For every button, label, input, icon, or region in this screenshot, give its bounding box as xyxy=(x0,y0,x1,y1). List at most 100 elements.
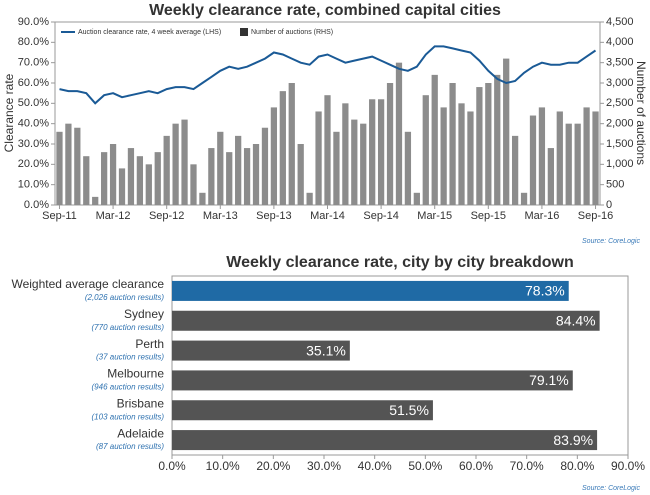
x-tick-label: Mar-13 xyxy=(203,210,238,222)
value-label: 79.1% xyxy=(529,372,569,388)
y2-tick-label: 1,500 xyxy=(606,138,634,150)
auction-bar xyxy=(547,148,554,205)
auction-bar xyxy=(520,192,528,205)
y-tick-label: 70.0% xyxy=(18,57,49,69)
auction-bar xyxy=(92,196,99,205)
category-sublabel: (87 auction results) xyxy=(96,442,164,451)
auction-bar xyxy=(136,156,144,205)
x-tick-label: Sep-12 xyxy=(149,210,184,222)
auction-bar xyxy=(172,123,179,205)
auction-bar xyxy=(252,144,260,205)
x-tick-label: 40.0% xyxy=(358,459,392,473)
bar xyxy=(172,280,569,301)
auction-bar xyxy=(324,95,331,205)
auction-bar xyxy=(592,111,599,205)
y2-tick-label: 3,000 xyxy=(606,77,634,89)
value-label: 83.9% xyxy=(553,432,593,448)
y-tick-label: 0.0% xyxy=(24,199,49,211)
chart-title: Weekly clearance rate, city by city brea… xyxy=(226,254,573,271)
x-tick-label: 0.0% xyxy=(158,459,186,473)
x-tick-label: Mar-15 xyxy=(417,210,452,222)
auction-bar xyxy=(127,148,135,205)
category-label: Adelaide xyxy=(117,426,164,440)
y-tick-label: 30.0% xyxy=(18,138,49,150)
auction-bar xyxy=(261,127,269,205)
category-sublabel: (37 auction results) xyxy=(96,353,164,362)
category-label: Sydney xyxy=(124,307,164,321)
source: Source: CoreLogic xyxy=(582,238,640,245)
auction-bar xyxy=(413,192,420,205)
auction-bar xyxy=(56,131,63,205)
y-tick-label: 20.0% xyxy=(18,158,49,170)
auction-bar xyxy=(565,123,572,205)
auction-bar xyxy=(503,58,510,205)
legend-label: Auction clearance rate, 4 week average (… xyxy=(78,29,221,36)
auction-bar xyxy=(431,74,438,205)
auction-bar xyxy=(351,119,358,205)
y-tick-label: 80.0% xyxy=(18,36,49,48)
auction-bar xyxy=(101,152,108,205)
auction-bar xyxy=(199,192,206,205)
y2-tick-label: 4,000 xyxy=(606,36,634,48)
auction-bar xyxy=(118,168,126,205)
auction-bar xyxy=(583,107,590,205)
auction-bar xyxy=(360,123,367,205)
x-tick-label: 60.0% xyxy=(459,459,493,473)
value-label: 78.3% xyxy=(525,283,565,299)
category-sublabel: (2,026 auction results) xyxy=(85,293,164,302)
auction-bar xyxy=(163,135,170,205)
auction-bar xyxy=(404,131,412,205)
auction-bar xyxy=(297,144,304,205)
auction-bar xyxy=(467,111,474,205)
auction-bar xyxy=(243,148,251,205)
y2-axis-label: Number of auctions xyxy=(634,61,648,165)
bar xyxy=(172,400,433,421)
auction-bar xyxy=(65,123,72,205)
auction-bar xyxy=(395,62,403,205)
x-tick-label: 30.0% xyxy=(307,459,341,473)
category-sublabel: (946 auction results) xyxy=(92,383,165,392)
auction-bar xyxy=(190,164,197,205)
y2-tick-label: 0 xyxy=(606,199,612,211)
auction-bar xyxy=(306,192,313,205)
x-tick-label: Sep-11 xyxy=(42,210,77,222)
x-tick-label: Sep-15 xyxy=(471,210,506,222)
x-tick-label: Sep-14 xyxy=(363,210,398,222)
auction-bar xyxy=(440,107,447,205)
plot-frame xyxy=(171,275,629,456)
auction-bar xyxy=(342,103,349,205)
x-tick-label: Mar-16 xyxy=(525,210,560,222)
clearance-line xyxy=(59,45,597,105)
auction-bar xyxy=(217,131,224,205)
bar xyxy=(172,310,600,331)
auction-bar xyxy=(377,99,385,205)
auction-bar xyxy=(556,111,563,205)
legend-label: Number of auctions (RHS) xyxy=(251,29,333,36)
bar xyxy=(172,430,598,451)
value-label: 84.4% xyxy=(556,312,596,328)
auction-bar xyxy=(449,83,456,205)
auction-bar xyxy=(538,107,546,205)
y2-tick-label: 2,000 xyxy=(606,118,634,130)
auction-bar xyxy=(458,103,465,205)
auction-bar xyxy=(145,164,152,205)
auction-bar xyxy=(574,123,581,205)
y-tick-label: 50.0% xyxy=(18,97,49,109)
y-tick-label: 90.0% xyxy=(18,16,49,28)
x-tick-label: 10.0% xyxy=(206,459,240,473)
y2-tick-label: 2,500 xyxy=(606,97,634,109)
y-axis-label: Clearance rate xyxy=(2,73,16,152)
auction-bar xyxy=(511,135,519,205)
auction-bar xyxy=(235,135,242,205)
category-sublabel: (103 auction results) xyxy=(92,412,165,421)
auction-bar xyxy=(181,119,188,205)
auction-bar xyxy=(154,152,161,205)
legend-swatch xyxy=(240,28,248,36)
x-tick-label: Sep-13 xyxy=(256,210,291,222)
auction-bar xyxy=(279,91,286,205)
x-tick-label: 80.0% xyxy=(560,459,594,473)
auction-bar xyxy=(369,99,376,205)
auction-bar xyxy=(529,115,537,205)
auction-bar xyxy=(74,127,81,205)
x-tick-label: Mar-14 xyxy=(310,210,345,222)
